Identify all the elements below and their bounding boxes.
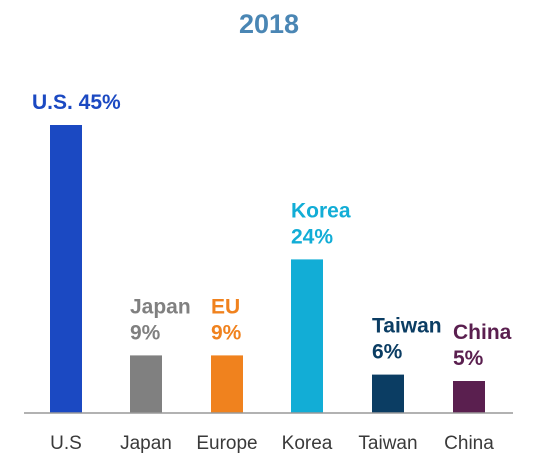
bar-u-s: [50, 125, 82, 413]
x-tick-label-u-s: U.S: [50, 433, 82, 454]
x-tick-label-europe: Europe: [196, 433, 257, 454]
x-tick-labels-group: U.S Japan Europe Korea Taiwan China: [50, 433, 494, 454]
data-label-korea: Korea 24%: [291, 199, 351, 248]
data-label-china-line-1: China: [453, 321, 512, 344]
data-label-taiwan-line-2: 6%: [372, 341, 403, 364]
data-label-europe: EU 9%: [211, 295, 242, 344]
data-label-japan-line-2: 9%: [130, 321, 161, 344]
data-label-taiwan: Taiwan 6%: [372, 315, 442, 364]
data-label-korea-line-1: Korea: [291, 199, 351, 222]
bar-europe: [211, 355, 243, 413]
data-label-europe-line-2: 9%: [211, 321, 242, 344]
data-label-korea-line-2: 24%: [291, 225, 333, 248]
bar-china: [453, 381, 485, 413]
bars-group: [50, 125, 485, 413]
bar-taiwan: [372, 374, 404, 413]
data-label-europe-line-1: EU: [211, 295, 240, 318]
data-label-china: China 5%: [453, 321, 512, 370]
chart-title: 2018: [239, 9, 299, 39]
data-label-china-line-2: 5%: [453, 347, 484, 370]
bar-labels-group: U.S. 45% Japan 9% EU 9% Korea 24% Taiwan 6% China…: [32, 91, 512, 370]
x-tick-label-korea: Korea: [282, 433, 333, 454]
data-label-japan: Japan 9%: [130, 295, 191, 344]
bar-korea: [291, 259, 323, 413]
x-tick-label-china: China: [444, 433, 494, 454]
data-label-u-s: U.S. 45%: [32, 91, 121, 114]
x-tick-label-japan: Japan: [120, 433, 172, 454]
data-label-u-s-line-1: U.S. 45%: [32, 91, 121, 114]
bar-japan: [130, 355, 162, 413]
data-label-taiwan-line-1: Taiwan: [372, 315, 442, 338]
data-label-japan-line-1: Japan: [130, 295, 191, 318]
x-tick-label-taiwan: Taiwan: [358, 433, 417, 454]
